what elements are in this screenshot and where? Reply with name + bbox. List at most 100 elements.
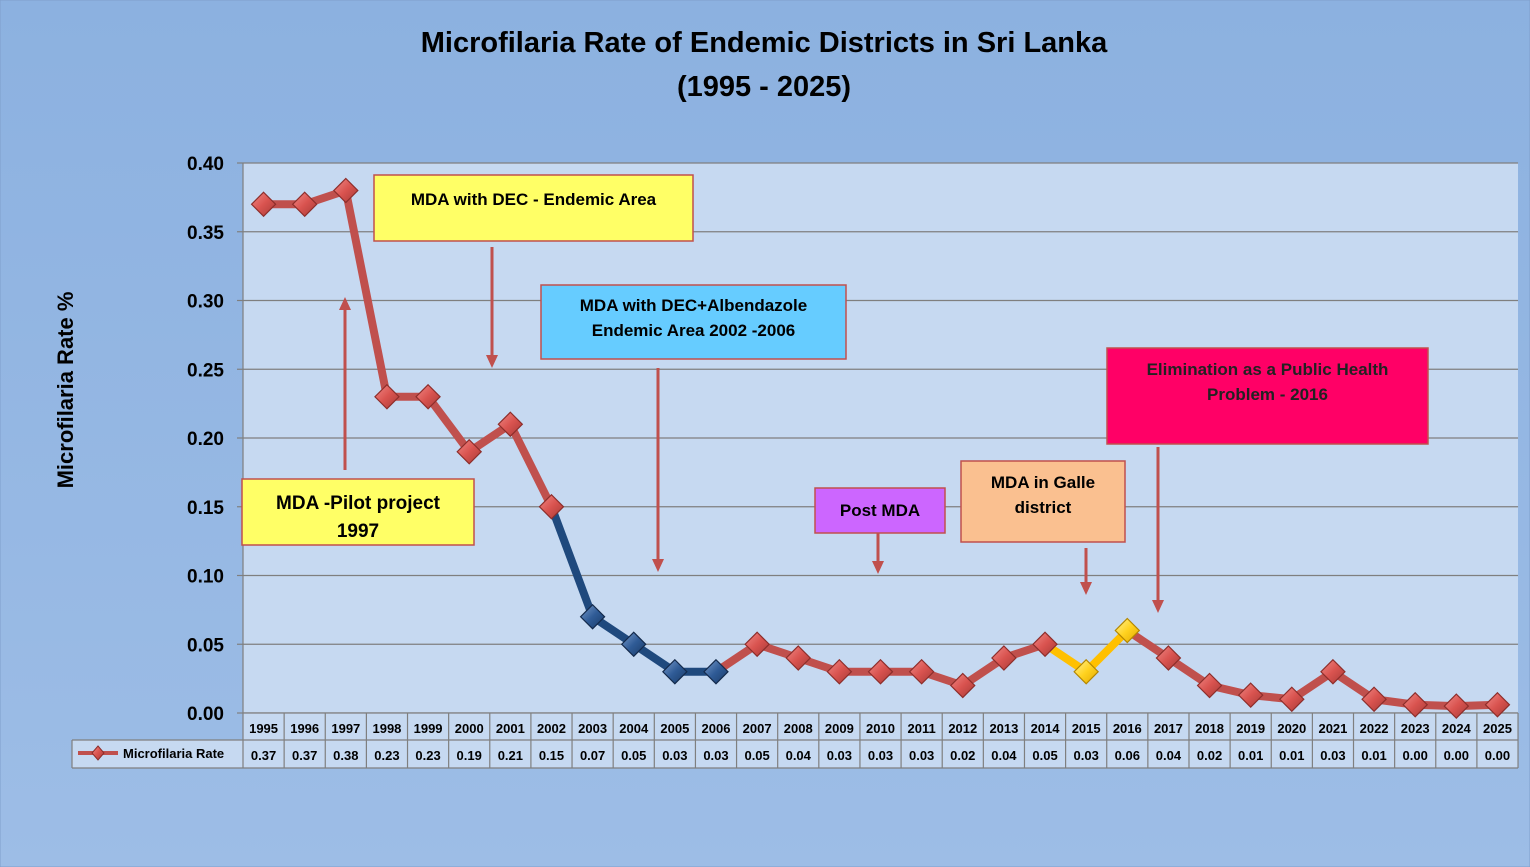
data-point bbox=[1237, 682, 1264, 708]
data-label: 0.21 bbox=[498, 748, 523, 763]
y-axis-label: Microfilaria Rate % bbox=[53, 292, 78, 489]
x-tick-label: 2002 bbox=[537, 721, 566, 736]
data-point bbox=[1032, 631, 1058, 658]
chart-title-line-1: Microfilaria Rate of Endemic Districts i… bbox=[421, 27, 1108, 59]
annotation-box: Elimination as a Public Health Problem - … bbox=[1106, 347, 1429, 445]
series-line-segment bbox=[547, 502, 597, 621]
x-tick-label: 2006 bbox=[702, 721, 731, 736]
y-tick-label: 0.00 bbox=[187, 704, 224, 725]
annotation-text: Elimination as a Public Health bbox=[1147, 360, 1389, 379]
data-point bbox=[1196, 672, 1223, 699]
series-line-segment bbox=[1082, 626, 1132, 676]
data-point bbox=[579, 603, 606, 630]
data-label: 0.37 bbox=[251, 748, 276, 763]
data-point bbox=[1073, 658, 1100, 685]
data-point bbox=[1443, 693, 1470, 719]
annotation-arrow bbox=[339, 297, 351, 470]
data-label: 0.23 bbox=[415, 748, 440, 763]
data-point bbox=[1278, 686, 1305, 713]
annotation-text: MDA -Pilot project bbox=[276, 493, 441, 514]
annotation-arrow bbox=[1152, 447, 1164, 613]
x-tick-label: 2016 bbox=[1113, 721, 1142, 736]
annotation-box: MDA with DEC - Endemic Area bbox=[373, 174, 694, 242]
data-label: 0.01 bbox=[1238, 748, 1263, 763]
data-label: 0.37 bbox=[292, 748, 317, 763]
x-tick-label: 2008 bbox=[784, 721, 813, 736]
data-point bbox=[1402, 691, 1429, 718]
annotation-box: Post MDA bbox=[814, 487, 946, 534]
data-point bbox=[1361, 686, 1387, 713]
data-label: 0.38 bbox=[333, 748, 358, 763]
x-tick-label: 1998 bbox=[372, 721, 401, 736]
data-label: 0.07 bbox=[580, 748, 605, 763]
x-tick-label: 2018 bbox=[1195, 721, 1224, 736]
data-label: 0.05 bbox=[1032, 748, 1057, 763]
y-tick-label: 0.25 bbox=[187, 360, 224, 381]
x-tick-label: 1996 bbox=[290, 721, 319, 736]
data-point bbox=[744, 631, 770, 658]
x-tick-label: 2017 bbox=[1154, 721, 1183, 736]
data-point bbox=[620, 631, 647, 658]
data-label: 0.05 bbox=[744, 748, 769, 763]
x-tick-label: 2004 bbox=[619, 721, 649, 736]
data-label: 0.04 bbox=[1156, 748, 1182, 763]
data-table: 1995 1996 1997 1998 1999 2000 2001 2002 2003 2004… bbox=[71, 712, 1519, 769]
data-label: 0.03 bbox=[662, 748, 687, 763]
annotation-text: 1997 bbox=[337, 521, 379, 542]
annotation-arrow bbox=[872, 530, 884, 574]
x-tick-label: 2024 bbox=[1442, 721, 1472, 736]
x-tick-label: 2025 bbox=[1483, 721, 1512, 736]
data-point bbox=[826, 658, 853, 685]
x-tick-label: 2014 bbox=[1031, 721, 1061, 736]
data-point bbox=[991, 645, 1017, 671]
data-point bbox=[1484, 691, 1511, 718]
x-tick-label: 2020 bbox=[1277, 721, 1306, 736]
annotation-arrow bbox=[652, 368, 664, 572]
data-label: 0.04 bbox=[991, 748, 1017, 763]
annotation-text: Post MDA bbox=[840, 501, 920, 520]
data-point bbox=[703, 658, 729, 685]
data-label: 0.06 bbox=[1115, 748, 1140, 763]
data-point bbox=[374, 383, 400, 410]
data-label: 0.03 bbox=[868, 748, 893, 763]
legend: Microfilaria Rate bbox=[78, 745, 224, 761]
x-tick-label: 2022 bbox=[1360, 721, 1389, 736]
series-line-segment bbox=[506, 420, 556, 511]
annotation-text: Endemic Area 2002 -2006 bbox=[592, 321, 796, 340]
data-label: 0.03 bbox=[827, 748, 852, 763]
data-point bbox=[332, 177, 359, 204]
data-point bbox=[538, 493, 565, 520]
data-label: 0.03 bbox=[909, 748, 934, 763]
x-tick-label: 2011 bbox=[908, 721, 936, 736]
data-label: 0.23 bbox=[374, 748, 399, 763]
x-tick-label: 2003 bbox=[578, 721, 607, 736]
legend-swatch-marker bbox=[91, 745, 105, 761]
data-label: 0.05 bbox=[621, 748, 646, 763]
annotation-text: district bbox=[1015, 498, 1072, 517]
x-tick-label: 2015 bbox=[1072, 721, 1101, 736]
annotation-text: MDA with DEC+Albendazole bbox=[580, 296, 807, 315]
y-tick-label: 0.40 bbox=[187, 154, 224, 175]
data-label: 0.02 bbox=[950, 748, 975, 763]
x-tick-label: 1997 bbox=[331, 721, 360, 736]
annotation-box: MDA in Galle district bbox=[960, 460, 1126, 543]
annotation-text: Problem - 2016 bbox=[1207, 385, 1328, 404]
y-axis-ticks: 0.40 0.35 0.30 0.25 0.20 0.15 0.10 0.05 0.00 bbox=[187, 154, 224, 725]
y-tick-label: 0.15 bbox=[187, 498, 224, 519]
series-line-segment bbox=[341, 186, 391, 401]
x-tick-label: 1995 bbox=[249, 721, 278, 736]
table-value-row bbox=[72, 740, 1519, 768]
y-tick-label: 0.10 bbox=[187, 567, 224, 588]
x-tick-label: 2012 bbox=[948, 721, 977, 736]
data-point bbox=[497, 411, 524, 438]
data-label: 0.19 bbox=[457, 748, 482, 763]
y-tick-label: 0.20 bbox=[187, 429, 224, 450]
annotation-arrow bbox=[1080, 548, 1092, 595]
legend-label: Microfilaria Rate bbox=[123, 746, 224, 761]
data-point bbox=[1114, 617, 1141, 644]
data-point bbox=[415, 383, 441, 410]
data-point bbox=[949, 672, 976, 699]
chart-title-line-2: (1995 - 2025) bbox=[677, 71, 851, 103]
data-point bbox=[908, 658, 935, 685]
annotation-arrow bbox=[486, 247, 498, 368]
